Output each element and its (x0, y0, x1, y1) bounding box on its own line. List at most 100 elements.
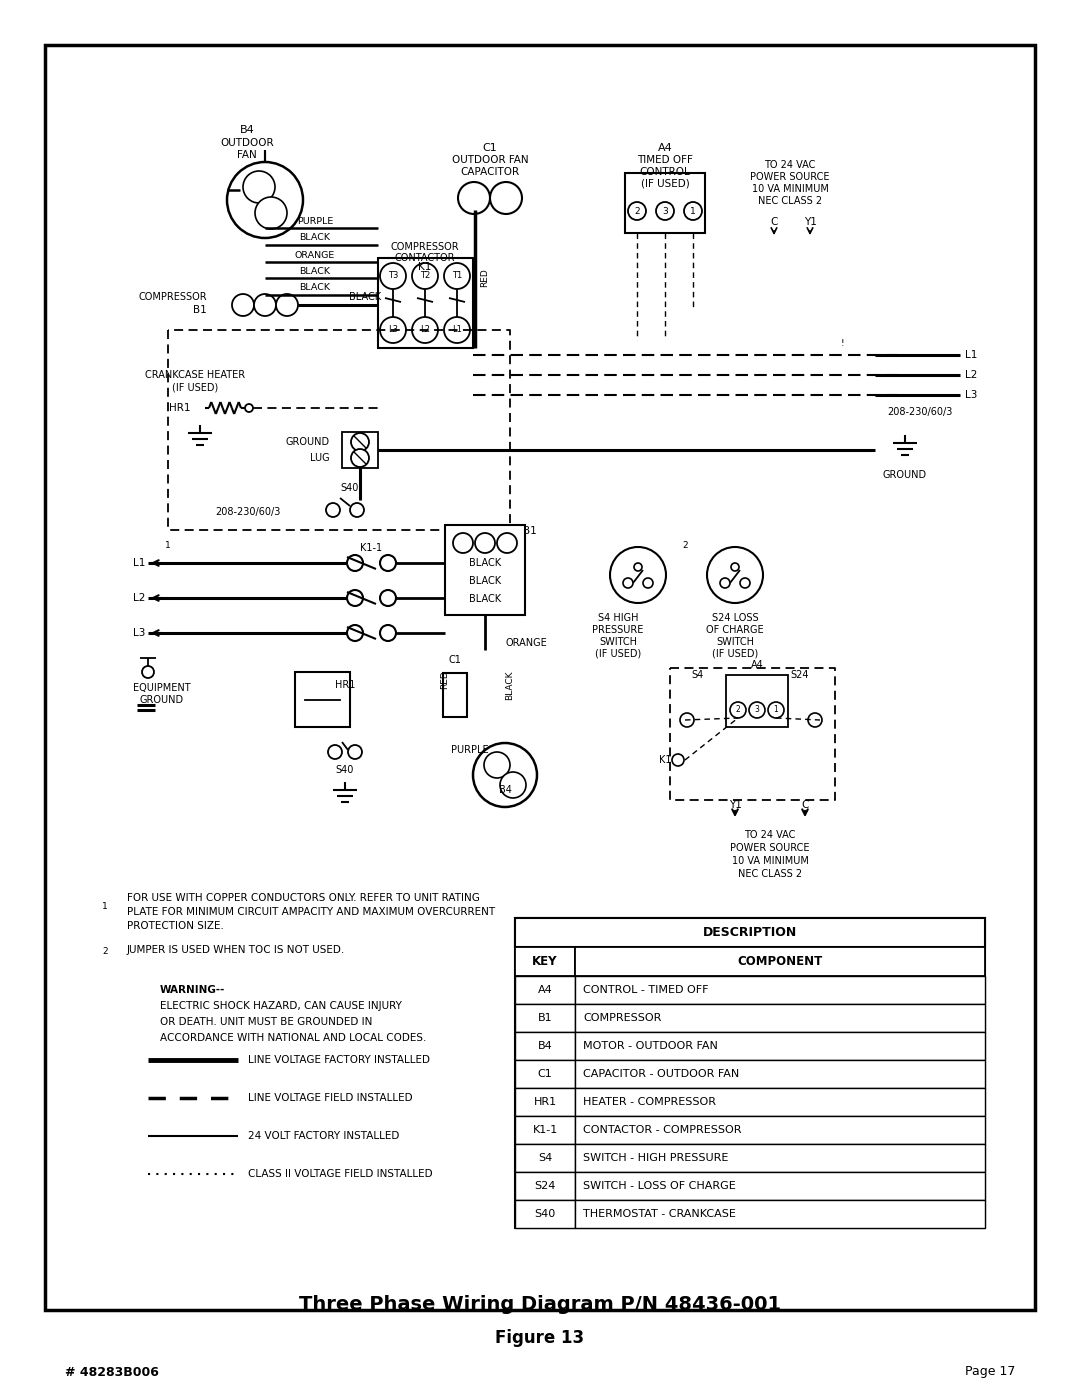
Circle shape (740, 578, 750, 588)
Text: HR1: HR1 (335, 680, 355, 690)
Text: BLACK: BLACK (299, 267, 330, 275)
Circle shape (634, 563, 642, 571)
Text: S4: S4 (691, 671, 703, 680)
Circle shape (141, 666, 154, 678)
Circle shape (707, 548, 762, 604)
Bar (575, 1060, 985, 1088)
Text: SWITCH: SWITCH (599, 637, 637, 647)
Circle shape (347, 555, 363, 571)
Text: A4: A4 (751, 659, 764, 671)
Text: C1: C1 (538, 1069, 552, 1078)
Text: CONTACTOR - COMPRESSOR: CONTACTOR - COMPRESSOR (583, 1125, 742, 1134)
Circle shape (380, 263, 406, 289)
Bar (515, 1172, 575, 1200)
Text: 2: 2 (735, 705, 741, 714)
Text: S40: S40 (336, 766, 354, 775)
Bar (515, 1088, 575, 1116)
Text: L3: L3 (966, 390, 977, 400)
Text: HR1: HR1 (168, 402, 190, 414)
Circle shape (656, 203, 674, 219)
Text: KEY: KEY (532, 956, 557, 968)
Text: GROUND: GROUND (883, 469, 927, 481)
Circle shape (623, 578, 633, 588)
Text: S40: S40 (341, 483, 360, 493)
Text: C: C (770, 217, 778, 226)
Text: GROUND: GROUND (286, 437, 330, 447)
Circle shape (411, 317, 438, 344)
Text: 10 VA MINIMUM: 10 VA MINIMUM (731, 856, 809, 866)
Text: L1: L1 (966, 351, 977, 360)
Text: HEATER - COMPRESSOR: HEATER - COMPRESSOR (583, 1097, 716, 1106)
Bar (575, 1172, 985, 1200)
Bar (515, 977, 575, 1004)
Text: S40: S40 (535, 1208, 555, 1220)
Text: ELECTRIC SHOCK HAZARD, CAN CAUSE INJURY: ELECTRIC SHOCK HAZARD, CAN CAUSE INJURY (160, 1002, 402, 1011)
Bar (515, 918, 985, 947)
Text: A4: A4 (538, 985, 552, 995)
Text: BLACK: BLACK (469, 594, 501, 604)
Text: 2: 2 (103, 947, 108, 956)
Text: CONTACTOR: CONTACTOR (395, 253, 456, 263)
Text: S24: S24 (791, 671, 809, 680)
Text: 24 VOLT FACTORY INSTALLED: 24 VOLT FACTORY INSTALLED (248, 1132, 400, 1141)
Circle shape (643, 578, 653, 588)
Text: B1: B1 (193, 305, 207, 314)
Circle shape (672, 754, 684, 766)
Circle shape (458, 182, 490, 214)
Bar (575, 1032, 985, 1060)
Text: OUTDOOR FAN: OUTDOOR FAN (451, 155, 528, 165)
Text: L1: L1 (453, 326, 462, 334)
Text: T3: T3 (388, 271, 399, 281)
Text: B4: B4 (240, 124, 255, 136)
Bar (575, 977, 985, 1004)
Text: SWITCH - LOSS OF CHARGE: SWITCH - LOSS OF CHARGE (583, 1180, 735, 1192)
Bar (575, 1004, 985, 1032)
Text: CONTROL - TIMED OFF: CONTROL - TIMED OFF (583, 985, 708, 995)
Text: DESCRIPTION: DESCRIPTION (703, 926, 797, 939)
Circle shape (380, 317, 406, 344)
Text: (IF USED): (IF USED) (595, 650, 642, 659)
Text: B1: B1 (538, 1013, 552, 1023)
Text: COMPRESSOR: COMPRESSOR (391, 242, 459, 251)
Text: BLACK: BLACK (299, 233, 330, 243)
Bar (575, 1088, 985, 1116)
Text: COMPRESSOR: COMPRESSOR (583, 1013, 661, 1023)
Text: 3: 3 (755, 705, 759, 714)
Circle shape (245, 404, 253, 412)
Text: EQUIPMENT: EQUIPMENT (133, 683, 191, 693)
Text: CLASS II VOLTAGE FIELD INSTALLED: CLASS II VOLTAGE FIELD INSTALLED (248, 1169, 433, 1179)
Text: JUMPER IS USED WHEN TOC IS NOT USED.: JUMPER IS USED WHEN TOC IS NOT USED. (127, 944, 346, 956)
Text: Page 17: Page 17 (964, 1365, 1015, 1379)
Text: 3: 3 (662, 207, 667, 215)
Circle shape (243, 170, 275, 203)
Bar (515, 1200, 575, 1228)
Text: NEC CLASS 2: NEC CLASS 2 (738, 869, 802, 879)
Text: L2: L2 (420, 326, 430, 334)
Circle shape (484, 752, 510, 778)
Bar (515, 1032, 575, 1060)
Text: # 48283B006: # 48283B006 (65, 1365, 159, 1379)
Circle shape (731, 563, 739, 571)
Bar (515, 1144, 575, 1172)
Text: TO 24 VAC: TO 24 VAC (765, 161, 815, 170)
Circle shape (473, 743, 537, 807)
Text: S24 LOSS: S24 LOSS (712, 613, 758, 623)
Text: T2: T2 (420, 271, 430, 281)
Text: CAPACITOR - OUTDOOR FAN: CAPACITOR - OUTDOOR FAN (583, 1069, 739, 1078)
Text: B4: B4 (538, 1041, 552, 1051)
Bar (515, 947, 575, 977)
Text: ACCORDANCE WITH NATIONAL AND LOCAL CODES.: ACCORDANCE WITH NATIONAL AND LOCAL CODES… (160, 1032, 427, 1044)
Text: GROUND: GROUND (140, 694, 184, 705)
Text: S4 HIGH: S4 HIGH (597, 613, 638, 623)
Bar (515, 1004, 575, 1032)
Text: K1: K1 (418, 263, 432, 272)
Text: ORANGE: ORANGE (295, 250, 335, 260)
Circle shape (351, 448, 369, 467)
Text: T1: T1 (451, 271, 462, 281)
Text: L3: L3 (133, 629, 145, 638)
Text: FAN: FAN (238, 149, 257, 161)
Circle shape (453, 534, 473, 553)
Text: CAPACITOR: CAPACITOR (460, 168, 519, 177)
Text: 1: 1 (690, 207, 696, 215)
Text: (IF USED): (IF USED) (640, 177, 689, 189)
